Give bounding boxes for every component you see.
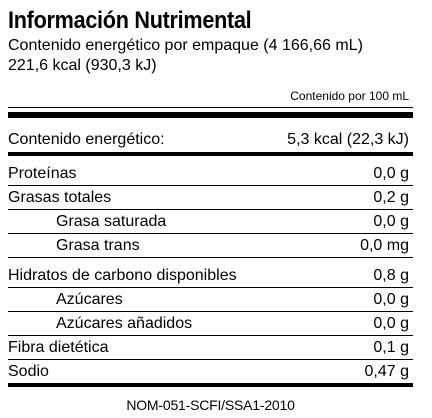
nutrient-value: 5,3 kcal (22,3 kJ)	[287, 131, 409, 148]
nutrient-name: Grasa saturada	[56, 213, 167, 230]
nutrient-row-sodium: Sodio 0,47 g	[8, 360, 413, 383]
regulation-footer: NOM-051-SCFI/SSA1-2010	[126, 397, 295, 413]
per-100ml-header: Contenido por 100 mL	[8, 88, 413, 108]
label-title: Información Nutrimental	[8, 7, 252, 34]
nutrient-name: Grasas totales	[8, 189, 112, 206]
nutrient-name: Azúcares añadidos	[56, 315, 193, 332]
bottom-divider	[8, 383, 413, 387]
nutrition-facts-panel: Información Nutrimental Contenido energé…	[8, 6, 413, 414]
energy-divider	[8, 152, 413, 156]
energy-per-package-line: Contenido energético por empaque (4 166,…	[8, 37, 363, 54]
nutrient-value: 0,0 g	[373, 165, 409, 182]
nutrient-row-proteins: Proteínas 0,0 g	[8, 162, 413, 186]
nutrient-name: Sodio	[8, 363, 49, 380]
nutrient-row-trans-fat: Grasa trans 0,0 mg	[8, 234, 413, 258]
energy-per-package-value: 221,6 kcal (930,3 kJ)	[8, 57, 157, 74]
nutrient-name: Hidratos de carbono disponibles	[8, 267, 237, 284]
nutrient-row-added-sugars: Azúcares añadidos 0,0 g	[8, 312, 413, 336]
nutrient-name: Fibra dietética	[8, 339, 109, 356]
thick-divider	[8, 112, 413, 118]
nutrient-value: 0,0 g	[373, 291, 409, 308]
nutrient-row-fiber: Fibra dietética 0,1 g	[8, 336, 413, 360]
nutrient-value: 0,8 g	[373, 267, 409, 284]
nutrient-name: Grasa trans	[56, 237, 140, 254]
nutrient-value: 0,1 g	[373, 339, 409, 356]
nutrient-value: 0,0 mg	[360, 237, 409, 254]
nutrient-value: 0,47 g	[364, 363, 409, 380]
nutrient-name: Contenido energético:	[8, 131, 165, 148]
nutrient-row-saturated-fat: Grasa saturada 0,0 g	[8, 210, 413, 234]
nutrient-row-energy: Contenido energético: 5,3 kcal (22,3 kJ)	[8, 128, 413, 152]
nutrient-name: Azúcares	[56, 291, 123, 308]
nutrient-name: Proteínas	[8, 165, 77, 182]
nutrient-row-total-fat: Grasas totales 0,2 g	[8, 186, 413, 210]
nutrient-row-sugars: Azúcares 0,0 g	[8, 288, 413, 312]
nutrient-value: 0,0 g	[373, 213, 409, 230]
nutrient-value: 0,0 g	[373, 315, 409, 332]
nutrient-value: 0,2 g	[373, 189, 409, 206]
nutrient-row-carbohydrates: Hidratos de carbono disponibles 0,8 g	[8, 264, 413, 288]
